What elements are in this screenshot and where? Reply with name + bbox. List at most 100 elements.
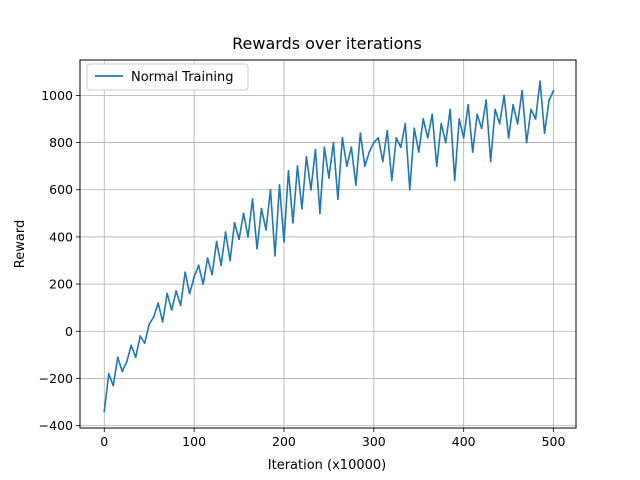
data-point [431, 113, 434, 116]
data-point [372, 141, 375, 144]
data-point [197, 264, 200, 267]
data-point [332, 141, 335, 144]
data-point [399, 146, 402, 149]
data-point [503, 94, 506, 97]
data-point [188, 292, 191, 295]
data-point [521, 89, 523, 92]
data-point [426, 136, 429, 139]
data-point [107, 372, 110, 375]
data-point [134, 356, 137, 359]
data-point [377, 136, 380, 139]
data-point [530, 108, 532, 111]
data-point [139, 335, 142, 337]
data-point [458, 118, 461, 120]
series-layer [103, 80, 555, 413]
data-point [345, 165, 348, 168]
y-tick-label: −400 [39, 418, 73, 433]
data-point [274, 254, 276, 257]
data-point [301, 207, 303, 210]
data-point [121, 370, 124, 373]
data-point [413, 127, 416, 130]
x-tick-label: 200 [272, 434, 296, 449]
legend: Normal Training [86, 63, 249, 91]
chart-title: Rewards over iterations [232, 34, 422, 53]
data-point [539, 80, 541, 83]
data-point [283, 240, 285, 243]
data-point [319, 212, 321, 215]
data-point [435, 165, 438, 168]
data-point [417, 151, 420, 153]
data-point [548, 99, 550, 101]
data-point [251, 198, 254, 201]
data-point [480, 127, 483, 130]
data-point [440, 122, 443, 125]
data-point [314, 148, 317, 151]
data-point [179, 304, 182, 307]
data-point [363, 165, 366, 168]
data-point [328, 177, 330, 179]
data-point [512, 103, 514, 106]
data-point [148, 323, 151, 326]
data-point [359, 132, 362, 135]
data-point [462, 136, 465, 139]
x-tick-label: 400 [452, 434, 476, 449]
y-tick-label: 200 [49, 277, 73, 292]
data-point [278, 184, 281, 186]
data-point [215, 240, 218, 243]
x-tick-label: 300 [362, 434, 386, 449]
data-point [265, 228, 267, 231]
data-point [229, 259, 231, 262]
y-tick-label: 0 [65, 324, 73, 339]
x-axis-label: Iteration (x10000) [268, 458, 386, 473]
data-point [130, 344, 133, 347]
data-point [476, 113, 479, 116]
data-point [395, 136, 398, 139]
plot-frame [79, 59, 577, 429]
data-point [202, 283, 205, 285]
data-point [323, 146, 326, 149]
data-point [233, 221, 236, 224]
data-point [453, 179, 456, 182]
data-point [543, 132, 546, 135]
y-tick-label: −200 [39, 371, 73, 386]
x-tick-label: 500 [542, 434, 566, 449]
data-point [404, 122, 407, 125]
data-point [152, 316, 155, 319]
data-point [386, 129, 389, 132]
data-point [112, 384, 115, 387]
data-point [350, 146, 353, 149]
y-tick-label: 600 [49, 182, 73, 197]
data-point [292, 221, 294, 224]
data-point [381, 160, 384, 163]
data-point [193, 276, 196, 278]
data-point [507, 136, 510, 139]
y-axis-label: Reward [13, 220, 28, 268]
data-point [211, 273, 213, 276]
data-point [166, 292, 169, 295]
data-point [354, 184, 357, 186]
data-point [489, 160, 492, 163]
data-point [390, 179, 393, 182]
data-point [485, 99, 488, 101]
data-point [206, 257, 209, 260]
y-tick-label: 400 [49, 229, 73, 244]
data-point [444, 141, 447, 144]
data-point [260, 207, 263, 210]
data-point [125, 361, 128, 363]
data-point [238, 238, 240, 241]
data-point [341, 136, 344, 139]
data-point [103, 410, 106, 413]
data-point [224, 231, 227, 234]
data-point [220, 264, 222, 267]
y-tick-label: 1000 [41, 88, 73, 103]
data-point [161, 320, 164, 323]
legend-label: Normal Training [131, 70, 233, 85]
data-point [296, 165, 299, 168]
data-point [116, 356, 119, 359]
data-point [471, 151, 474, 153]
data-point [336, 198, 339, 201]
data-point [242, 212, 245, 215]
legend-box [86, 63, 249, 91]
data-point [525, 141, 528, 144]
